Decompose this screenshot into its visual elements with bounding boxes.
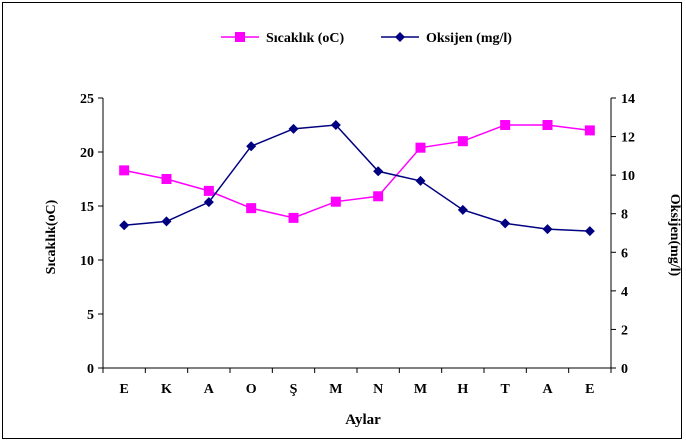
y-left-tick-label: 20 [80, 146, 94, 161]
data-point [288, 212, 299, 223]
line-chart: Sıcaklık (oC) Oksijen (mg/l) 0 5 10 15 20 25 0 2… [44, 31, 682, 428]
data-point [203, 185, 214, 196]
data-point [161, 174, 172, 184]
legend-marker [395, 32, 405, 42]
y-right-tick-label: 4 [621, 285, 628, 300]
data-point [288, 123, 299, 134]
y-right-tick-label: 2 [621, 323, 628, 338]
x-tick-label: T [500, 382, 510, 397]
y-right-tick-label: 6 [621, 246, 628, 261]
data-point [584, 125, 595, 136]
data-point [373, 191, 384, 202]
series-layer [119, 120, 595, 237]
chart-frame: Sıcaklık (oC) Oksijen (mg/l) 0 5 10 15 20 25 0 2… [2, 2, 682, 439]
legend-label: Sıcaklık (oC) [266, 31, 345, 46]
y-right-tick-label: 8 [621, 208, 628, 223]
x-tick-label: Ş [290, 382, 298, 397]
data-point [500, 120, 511, 130]
data-point [415, 175, 426, 186]
data-point [246, 141, 257, 152]
legend-item: Sıcaklık (oC) [221, 31, 345, 46]
data-point [415, 142, 426, 153]
y-left-tick-label: 10 [80, 254, 94, 269]
data-point [161, 216, 172, 227]
y-right-tick-label: 14 [621, 92, 635, 107]
y-left-tick-label: 25 [80, 92, 94, 107]
legend-item: Oksijen (mg/l) [381, 31, 512, 46]
data-point [457, 136, 468, 147]
y-right-tick-label: 0 [621, 362, 628, 377]
data-point [330, 196, 341, 207]
axes: 0 5 10 15 20 25 0 2 4 6 8 10 12 14 E K A O Ş M N M H T A E [80, 92, 635, 397]
x-tick-label: M [414, 382, 427, 397]
y-axis-right-title: Oksijen(mg/l) [667, 194, 681, 277]
x-tick-label: A [542, 382, 553, 397]
y-axis-left-title: Sıcaklık(oC) [44, 199, 59, 274]
x-tick-label: M [329, 382, 342, 397]
y-left-tick-label: 5 [87, 308, 94, 323]
x-tick-label: O [246, 382, 257, 397]
x-tick-label: H [457, 382, 468, 397]
x-tick-label: E [119, 382, 128, 397]
series-line [124, 124, 590, 219]
y-left-tick-label: 0 [87, 362, 94, 377]
y-right-tick-label: 12 [621, 131, 635, 146]
x-tick-label: N [373, 382, 383, 397]
series-1 [119, 120, 595, 223]
data-point [584, 226, 595, 237]
series-line [124, 124, 590, 232]
data-point [119, 165, 130, 176]
legend: Sıcaklık (oC) Oksijen (mg/l) [221, 31, 512, 46]
data-point [203, 197, 214, 208]
y-right-tick-label: 10 [621, 169, 635, 184]
series-2 [119, 120, 595, 237]
data-point [457, 204, 468, 215]
data-point [500, 218, 511, 229]
x-tick-label: E [585, 382, 594, 397]
x-tick-label: K [161, 382, 172, 397]
data-point [542, 224, 553, 235]
y-left-tick-label: 15 [80, 200, 94, 215]
data-point [246, 203, 257, 214]
data-point [330, 120, 341, 130]
legend-label: Oksijen (mg/l) [426, 31, 512, 46]
data-point [373, 166, 384, 177]
data-point [542, 120, 553, 130]
x-tick-label: A [204, 382, 215, 397]
x-axis-title: Aylar [345, 412, 381, 428]
legend-marker [235, 32, 245, 42]
data-point [119, 220, 130, 231]
